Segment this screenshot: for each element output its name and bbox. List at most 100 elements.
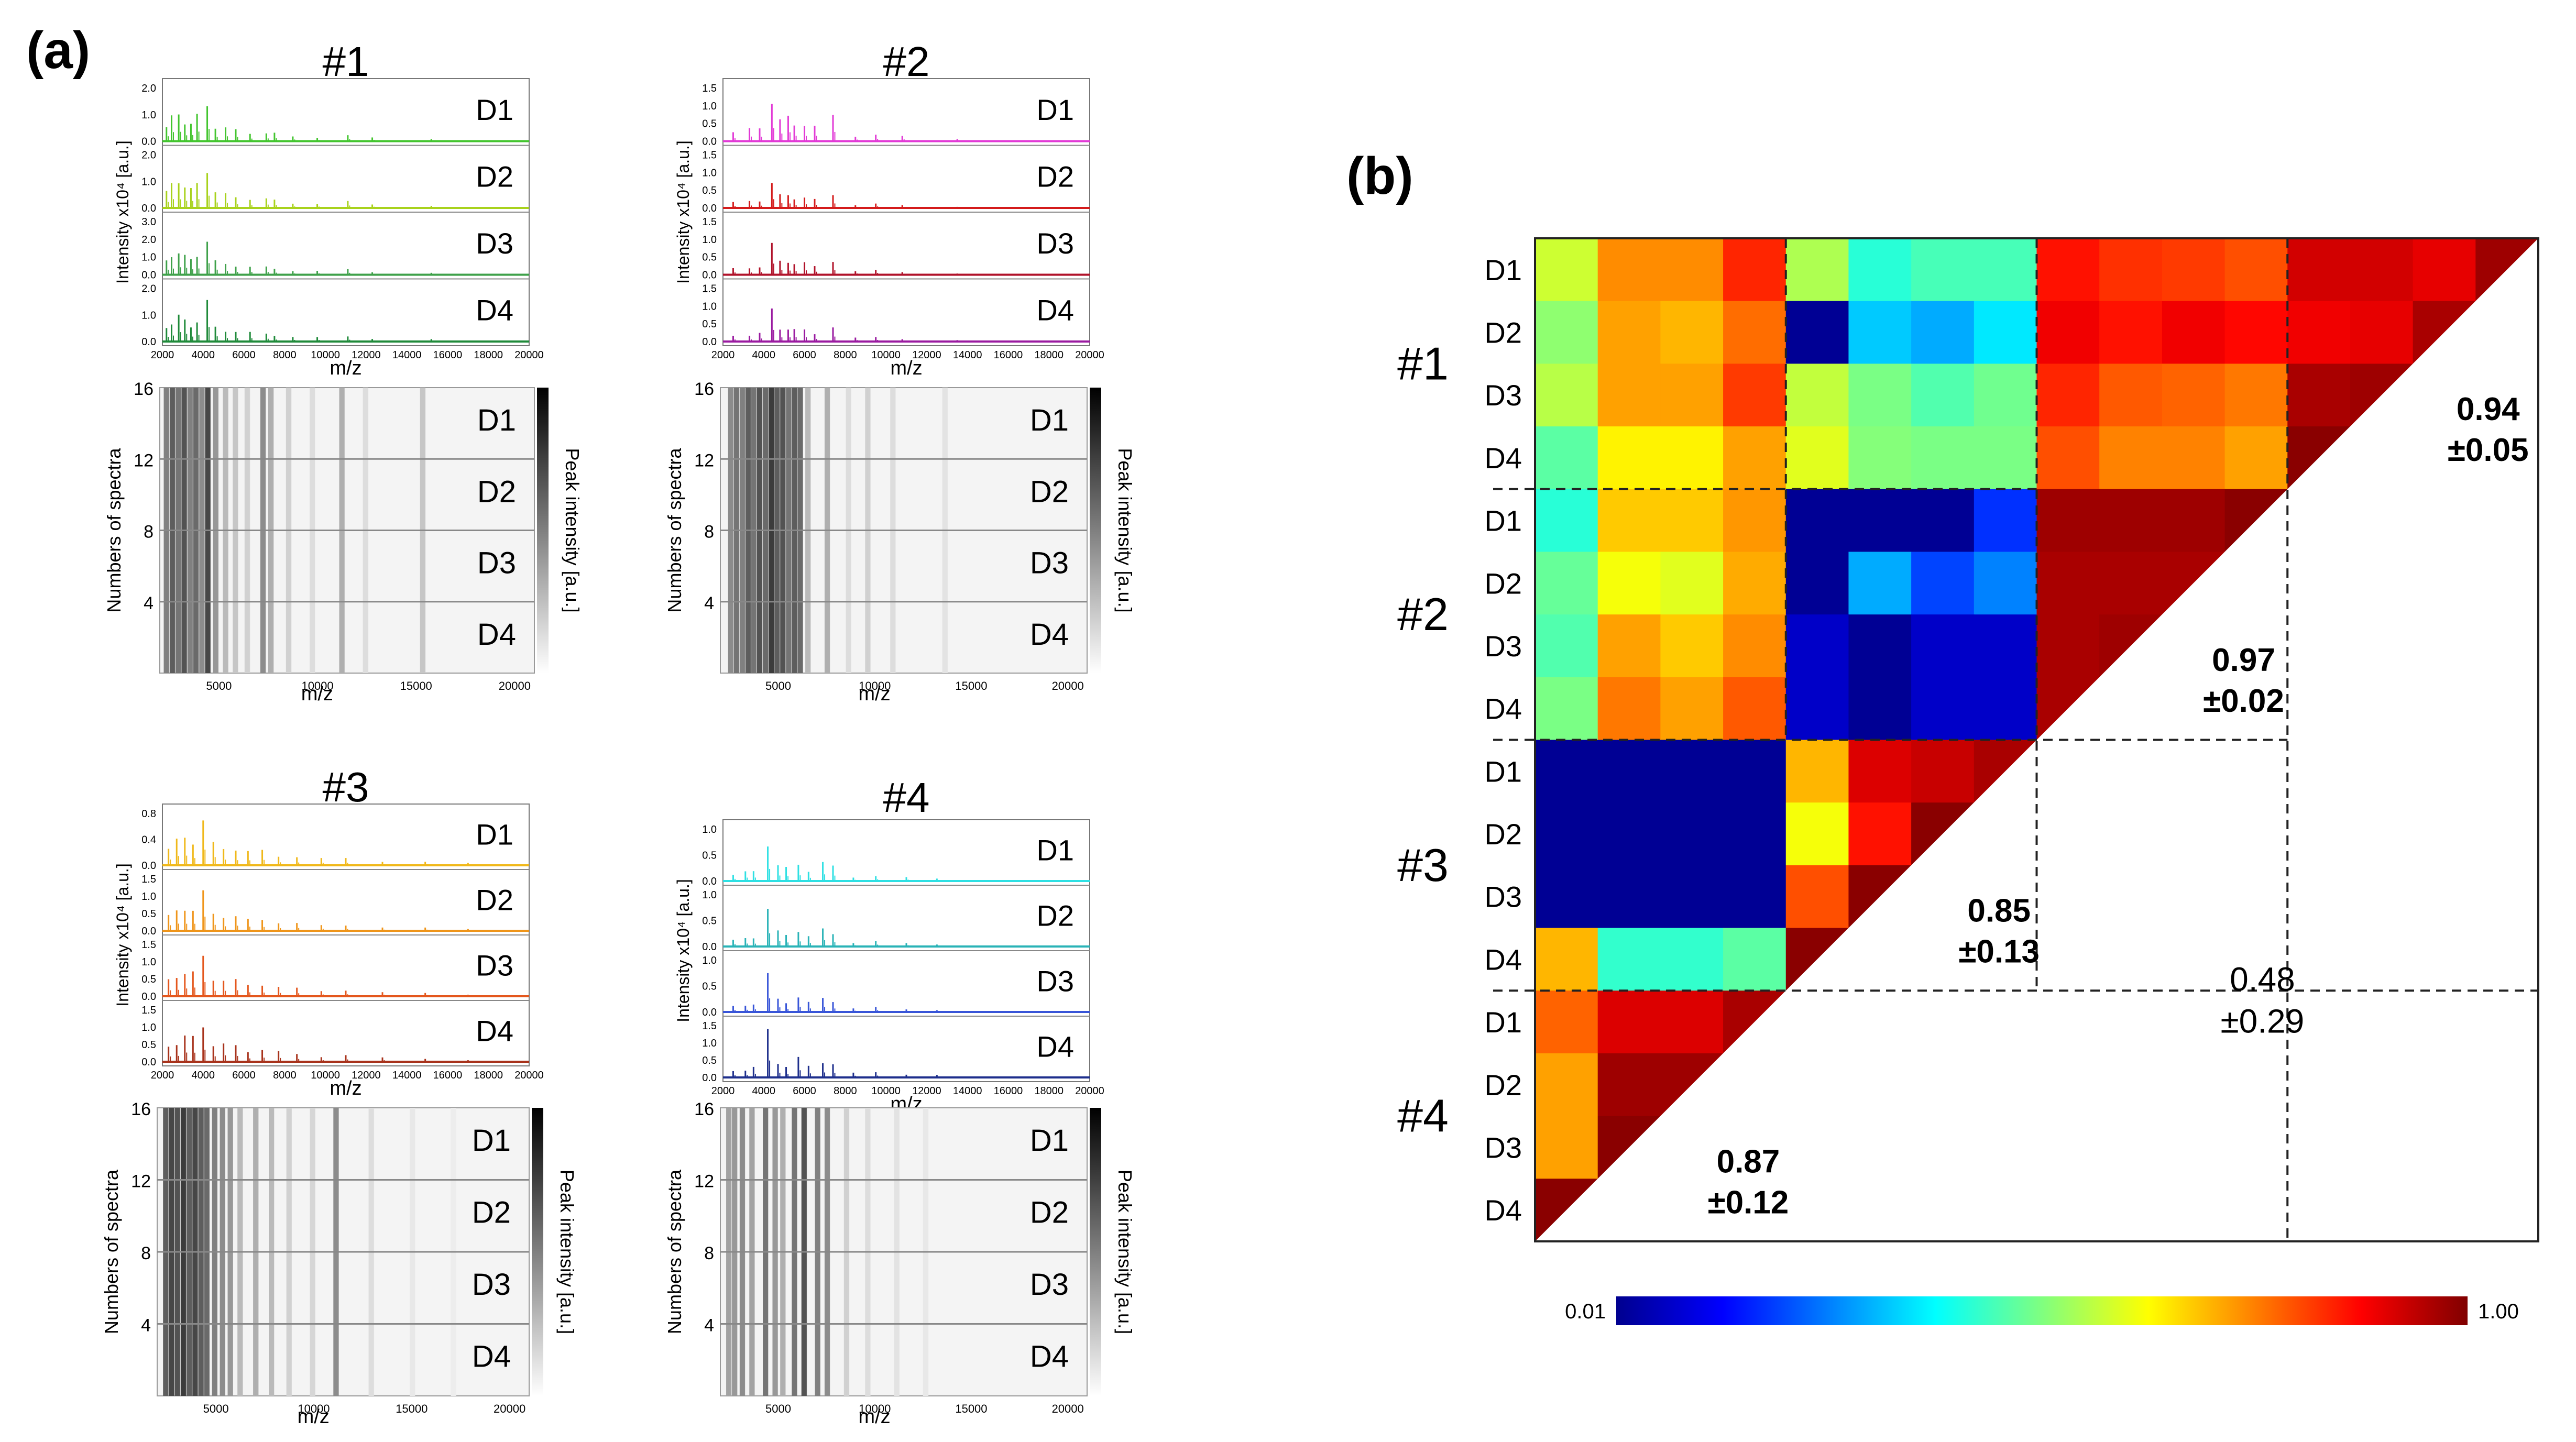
matrix-cell — [1535, 614, 1598, 678]
y-tick-label: 16 — [134, 379, 154, 399]
y-tick-label: 16 — [694, 1099, 714, 1119]
matrix-cell — [1660, 238, 1724, 302]
matrix-cell — [1597, 238, 1661, 302]
row-label: D1 — [1484, 254, 1522, 287]
spectra-heatmap-4: D1 D2 D3 D4 Peak intensity [a.u.] 4 8 12 16 5000 1… — [664, 1099, 1136, 1428]
x-tick-label: 6000 — [232, 1070, 256, 1081]
y-tick-label: 2.0 — [141, 150, 156, 161]
y-tick-label: 4 — [704, 1316, 714, 1336]
matrix-cell — [1848, 364, 1912, 427]
y-tick-label: 1.5 — [702, 216, 717, 228]
y-tick-label: 0.5 — [702, 118, 717, 130]
x-tick-label: 10000 — [859, 1402, 891, 1415]
matrix-cell — [2036, 238, 2100, 302]
within-sd-label: ±0.12 — [1708, 1184, 1789, 1220]
y-tick-label: 0.0 — [141, 926, 156, 937]
matrix-cell — [1597, 990, 1661, 1054]
matrix-cell — [1723, 489, 1786, 553]
y-tick-label: 8 — [704, 1243, 714, 1263]
matrix-cell — [1911, 426, 1975, 490]
row-label: D4 — [1484, 943, 1522, 976]
x-tick-label: 16000 — [433, 1070, 463, 1081]
y-axis-label: Intensity x10⁴ [a.u.] — [674, 140, 693, 283]
row-label: D3 — [1484, 379, 1522, 412]
matrix-cell — [2224, 364, 2288, 427]
y-tick-label: 0.0 — [702, 1072, 717, 1084]
y-tick-label: 4 — [704, 593, 714, 613]
x-axis-label: m/z — [298, 1406, 330, 1428]
x-tick-label: 18000 — [1034, 349, 1064, 361]
strip-label: D2 — [476, 884, 513, 917]
matrix-cell — [1535, 865, 1598, 929]
colorbar-label: Peak intensity [a.u.] — [1114, 1170, 1136, 1334]
y-tick-label: 1.0 — [141, 176, 156, 188]
matrix-cell — [1723, 238, 1786, 302]
spectra-plot-1: #1 D1 0.0 1.0 2.0 D2 0.0 1.0 2.0 D3 0.0 1.0 2.0 3.0 D4… — [113, 38, 544, 379]
matrix-cell — [1723, 928, 1786, 992]
within-mean-label: 0.87 — [1717, 1143, 1780, 1180]
y-tick-label: 1.0 — [141, 109, 156, 121]
x-tick-label: 2000 — [711, 1085, 735, 1097]
colorbar-label: Peak intensity [a.u.] — [556, 1170, 578, 1334]
heatmap-band-label: D4 — [477, 618, 516, 652]
matrix-cell — [1660, 301, 1724, 365]
y-tick-label: 8 — [141, 1243, 151, 1263]
matrix-cell — [1785, 802, 1849, 866]
strip-label: D3 — [476, 227, 513, 260]
strip-label: D1 — [476, 818, 513, 851]
y-axis-label: Numbers of spectra — [103, 447, 125, 612]
matrix-cell — [1911, 552, 1975, 615]
x-tick-label: 10000 — [301, 679, 333, 692]
x-axis-label: m/z — [301, 683, 333, 705]
matrix-cell — [1597, 928, 1661, 992]
matrix-cell — [1723, 364, 1786, 427]
within-sd-label: ±0.05 — [2448, 432, 2529, 468]
matrix-cell — [1597, 364, 1661, 427]
matrix-cell — [1535, 301, 1598, 365]
matrix-cell — [1785, 426, 1849, 490]
within-mean-label: 0.85 — [1967, 893, 2031, 929]
matrix-cell — [1535, 238, 1598, 302]
spectra-title: #2 — [883, 38, 930, 85]
matrix-cell — [2350, 301, 2414, 365]
x-tick-label: 15000 — [955, 1402, 987, 1415]
heatmap-colorbar — [532, 1108, 543, 1396]
heatmap-band-label: D1 — [472, 1124, 511, 1158]
x-tick-label: 10000 — [311, 349, 340, 361]
colorbar-label: Peak intensity [a.u.] — [562, 448, 583, 612]
matrix-cell — [1597, 1053, 1661, 1117]
y-tick-label: 1.0 — [141, 252, 156, 263]
y-tick-label: 0.0 — [702, 876, 717, 887]
heatmap-colorbar — [1090, 1108, 1101, 1396]
y-tick-label: 0.0 — [702, 1007, 717, 1018]
x-tick-label: 20000 — [1052, 1402, 1084, 1415]
strip-label: D4 — [1036, 1030, 1074, 1063]
y-tick-label: 0.5 — [702, 850, 717, 862]
matrix-cell — [1535, 928, 1598, 992]
y-tick-label: 12 — [131, 1172, 151, 1192]
x-tick-label: 20000 — [1075, 349, 1104, 361]
row-label: D4 — [1484, 1194, 1522, 1227]
matrix-cell — [2162, 301, 2226, 365]
row-label: D4 — [1484, 442, 1522, 475]
row-label: D1 — [1484, 504, 1522, 537]
x-tick-label: 14000 — [392, 349, 422, 361]
x-axis-label: m/z — [858, 683, 890, 705]
within-mean-label: 0.97 — [2212, 642, 2275, 678]
matrix-cell — [2287, 238, 2351, 302]
matrix-cell — [2036, 364, 2100, 427]
matrix-cell — [2099, 426, 2163, 490]
x-tick-label: 16000 — [994, 349, 1023, 361]
y-tick-label: 0.0 — [141, 203, 156, 214]
heatmap-band-label: D3 — [472, 1268, 511, 1302]
x-tick-label: 10000 — [298, 1402, 330, 1415]
row-label: D2 — [1484, 567, 1522, 600]
y-tick-label: 1.0 — [702, 824, 717, 835]
matrix-cell — [1974, 677, 2037, 741]
y-tick-label: 1.0 — [702, 234, 717, 246]
matrix-cell — [2350, 238, 2414, 302]
matrix-cell — [1660, 865, 1724, 929]
matrix-cell — [1723, 802, 1786, 866]
y-tick-label: 1.0 — [702, 1038, 717, 1049]
matrix-cell — [2099, 238, 2163, 302]
